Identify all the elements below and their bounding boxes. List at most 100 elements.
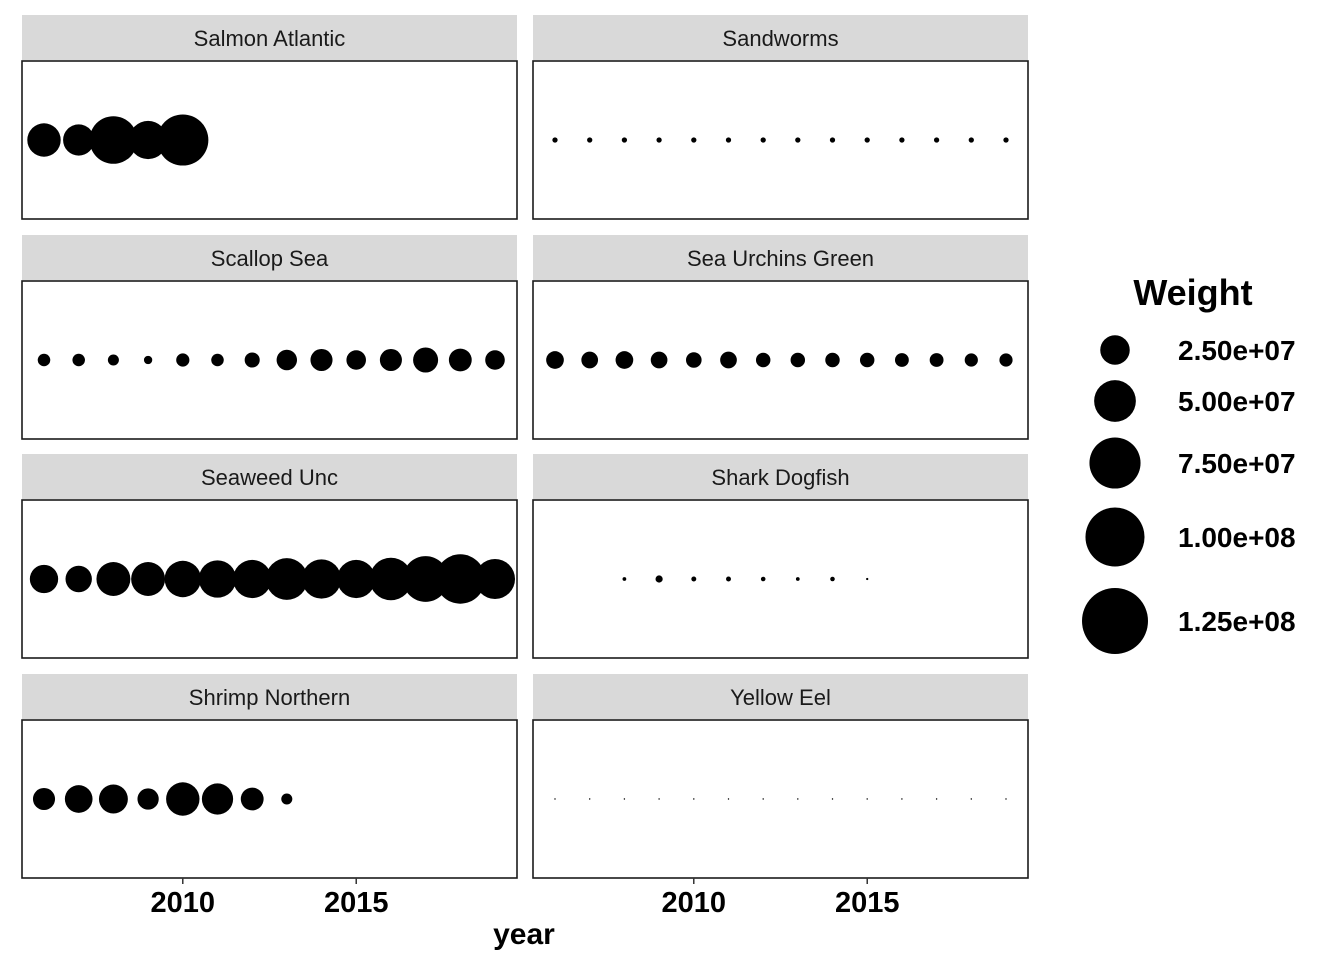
data-point	[369, 557, 413, 601]
data-point	[1005, 798, 1007, 800]
data-point	[413, 347, 439, 373]
facet-panels: Salmon Atlantic Sandworms Scallop Sea Sea U…	[21, 15, 1029, 879]
data-point	[588, 798, 591, 800]
strip-label: Seaweed Unc	[201, 465, 338, 490]
legend-label: 2.50e+07	[1178, 335, 1296, 366]
data-point	[546, 351, 564, 369]
data-point	[552, 137, 558, 143]
data-point	[894, 353, 909, 367]
data-point	[485, 350, 505, 370]
data-point	[233, 559, 272, 599]
data-point	[825, 352, 840, 368]
data-point	[685, 352, 702, 368]
panel-seaweed-unc: Seaweed Unc	[21, 454, 518, 659]
data-point	[64, 785, 93, 813]
data-point	[107, 354, 119, 366]
data-point	[240, 787, 264, 811]
strip-background	[533, 454, 1028, 499]
data-point	[829, 137, 836, 143]
data-point	[265, 558, 308, 600]
data-point	[901, 798, 903, 800]
legend-item: 7.50e+07	[1089, 437, 1296, 489]
data-point	[346, 350, 366, 370]
data-point	[762, 798, 764, 800]
data-point	[176, 353, 190, 367]
strip-label: Sandworms	[722, 26, 838, 51]
legend-key-circle	[1089, 437, 1141, 489]
data-point	[89, 116, 138, 164]
data-point	[830, 576, 835, 582]
legend-title: Weight	[1133, 272, 1252, 313]
data-point	[621, 137, 628, 143]
data-point	[448, 348, 472, 372]
data-point	[725, 137, 732, 143]
legend-key-circle	[1094, 380, 1136, 422]
legend-label: 5.00e+07	[1178, 386, 1296, 417]
data-point	[795, 137, 801, 143]
data-point	[164, 560, 201, 598]
plot-area	[532, 280, 1029, 440]
strip-background	[533, 15, 1028, 60]
data-point	[310, 348, 333, 372]
data-point	[1003, 137, 1009, 143]
data-point	[622, 577, 627, 581]
panel-shrimp-northern: Shrimp Northern	[21, 674, 518, 879]
size-legend: Weight 2.50e+07 5.00e+07 7.50e+07 1.00e+08 1…	[1082, 272, 1296, 654]
panel-yellow-eel: Yellow Eel	[532, 674, 1029, 879]
data-point	[72, 353, 85, 367]
data-point	[999, 353, 1013, 367]
data-point	[98, 784, 128, 814]
data-point	[143, 355, 153, 365]
legend-label: 1.25e+08	[1178, 606, 1296, 637]
data-point	[970, 798, 973, 800]
legend-item: 1.00e+08	[1085, 507, 1296, 567]
data-point	[96, 562, 131, 596]
panel-salmon-atlantic: Salmon Atlantic	[21, 15, 518, 220]
data-point	[964, 353, 978, 367]
data-point	[864, 137, 870, 143]
data-point	[554, 798, 556, 800]
data-point	[435, 554, 485, 604]
data-point	[615, 351, 634, 369]
data-point	[587, 137, 593, 143]
strip-label: Scallop Sea	[211, 246, 329, 271]
data-point	[137, 788, 159, 810]
plot-area	[21, 280, 518, 440]
data-point	[131, 562, 166, 596]
data-point	[244, 352, 260, 368]
data-point	[797, 798, 799, 800]
strip-background	[22, 15, 517, 60]
data-point	[650, 351, 668, 369]
data-point	[899, 137, 905, 143]
data-point	[790, 352, 806, 368]
x-tick-label: 2015	[324, 887, 389, 919]
x-tick-label: 2010	[151, 887, 216, 919]
data-point	[63, 124, 95, 156]
data-point	[656, 137, 662, 143]
data-point	[866, 798, 868, 800]
data-point	[831, 798, 834, 800]
strip-background	[22, 674, 517, 719]
data-point	[795, 577, 800, 581]
data-point	[726, 576, 731, 582]
legend-key-circle	[1085, 507, 1145, 567]
strip-label: Yellow Eel	[730, 685, 831, 710]
data-point	[276, 349, 298, 371]
data-point	[281, 793, 293, 805]
data-point	[755, 352, 771, 368]
data-point	[655, 575, 663, 583]
data-point	[198, 560, 237, 598]
data-point	[27, 123, 61, 157]
legend-label: 7.50e+07	[1178, 448, 1296, 479]
data-point	[201, 783, 234, 815]
data-point	[691, 137, 697, 143]
data-point	[337, 559, 376, 599]
panel-sandworms: Sandworms	[532, 15, 1029, 220]
legend-item: 5.00e+07	[1094, 380, 1296, 422]
data-point	[859, 352, 875, 368]
legend-label: 1.00e+08	[1178, 522, 1296, 553]
data-point	[623, 798, 626, 800]
x-axis: 2010 2015 2010 2015	[151, 878, 899, 919]
data-point	[760, 576, 766, 582]
